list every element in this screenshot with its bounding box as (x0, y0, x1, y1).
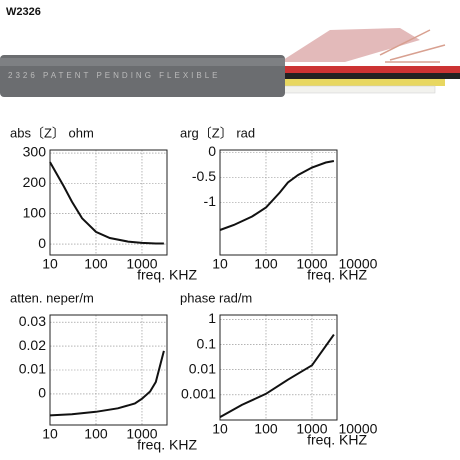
x-tick-label: 10 (42, 256, 58, 272)
data-line (49, 350, 165, 417)
x-tick-label: 10000 (338, 256, 377, 272)
y-tick-label: -1 (204, 193, 217, 209)
x-axis-label: freq. KHZ (307, 267, 367, 283)
x-tick-label: 100 (254, 256, 278, 272)
chart-title: abs〔Z〕 ohm (10, 125, 94, 140)
y-tick-label: 0.01 (189, 360, 216, 376)
y-tick-label: 100 (23, 204, 47, 220)
x-tick-label: 10 (212, 421, 228, 437)
y-tick-label: 0 (38, 385, 46, 401)
chart-title: arg〔Z〕 rad (180, 125, 255, 140)
y-tick-label: 0.03 (19, 313, 46, 329)
plot-frame (219, 149, 338, 256)
x-tick-label: 1000 (296, 421, 327, 437)
plot-frame (49, 314, 168, 426)
y-tick-label: 300 (23, 144, 47, 160)
x-tick-label: 1000 (126, 256, 157, 272)
x-tick-label: 100 (84, 426, 108, 442)
y-tick-label: 0.001 (181, 386, 216, 402)
x-tick-label: 100 (84, 256, 108, 272)
data-line (219, 334, 335, 418)
x-axis-label: freq. KHZ (307, 432, 367, 448)
x-tick-label: 10000 (338, 421, 377, 437)
x-axis-label: freq. KHZ (137, 437, 197, 453)
y-tick-label: 0 (208, 143, 216, 159)
x-axis-label: freq. KHZ (137, 267, 197, 283)
y-tick-label: 1 (208, 310, 216, 326)
y-tick-label: 200 (23, 174, 47, 190)
header: W2326 (6, 6, 41, 18)
data-line (49, 161, 164, 245)
x-tick-label: 10 (42, 426, 58, 442)
data-line (219, 160, 335, 231)
plot-frame (219, 314, 338, 421)
cable-print: 2326 PATENT PENDING FLEXIBLE (8, 71, 221, 80)
x-tick-label: 10 (212, 256, 228, 272)
x-tick-label: 1000 (126, 426, 157, 442)
cable-photo: 2326 PATENT PENDING FLEXIBLE (0, 28, 460, 97)
y-tick-label: -0.5 (192, 168, 216, 184)
x-tick-label: 100 (254, 421, 278, 437)
y-tick-label: 0 (38, 235, 46, 251)
chart-title: phase rad/m (180, 290, 252, 305)
y-tick-label: 0.01 (19, 361, 46, 377)
y-tick-label: 0.1 (197, 335, 217, 351)
x-tick-label: 1000 (296, 256, 327, 272)
plot-frame (49, 149, 168, 256)
y-tick-label: 0.02 (19, 337, 46, 353)
chart-title: atten. neper/m (10, 290, 94, 305)
